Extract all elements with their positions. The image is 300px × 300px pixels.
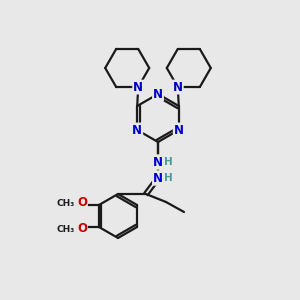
Text: N: N — [174, 124, 184, 136]
Text: N: N — [153, 172, 163, 184]
Text: CH₃: CH₃ — [57, 199, 75, 208]
Text: N: N — [173, 81, 183, 94]
Text: N: N — [153, 155, 163, 169]
Text: H: H — [164, 157, 172, 167]
Text: N: N — [132, 124, 142, 136]
Text: CH₃: CH₃ — [57, 224, 75, 233]
Text: N: N — [133, 81, 143, 94]
Text: N: N — [153, 155, 163, 169]
Text: H: H — [164, 173, 172, 183]
Text: O: O — [77, 196, 87, 209]
Text: N: N — [153, 172, 163, 184]
Text: N: N — [153, 88, 163, 100]
Text: O: O — [77, 223, 87, 236]
